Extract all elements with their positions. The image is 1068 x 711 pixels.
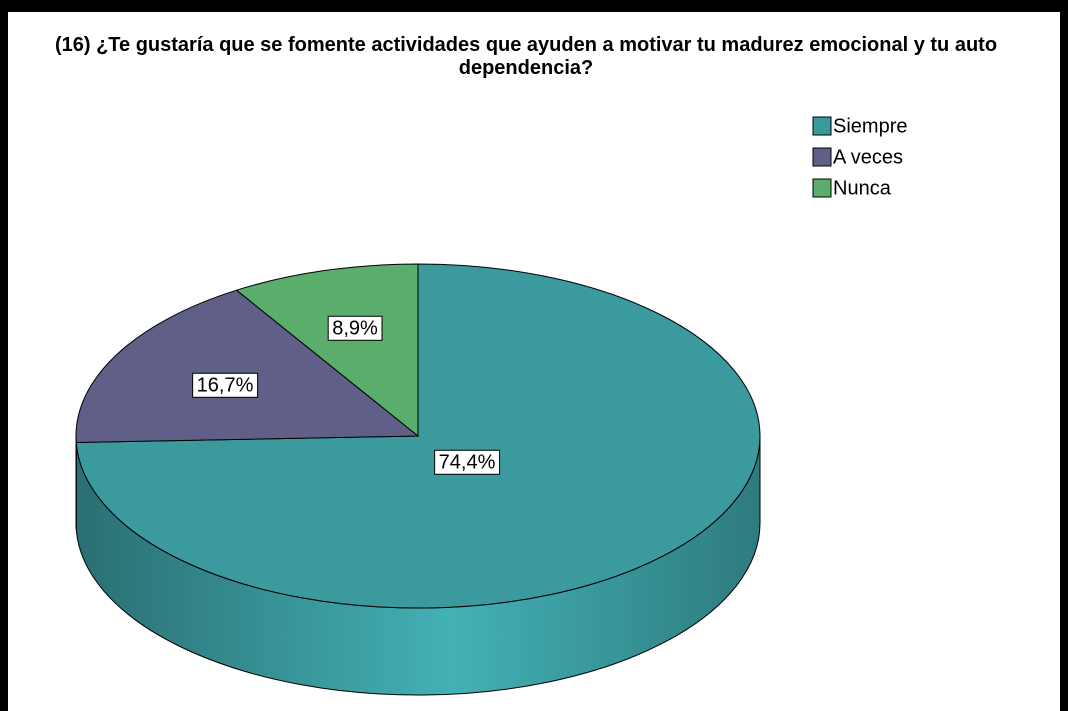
chart: 74,4% 16,7% 8,9% Siempre A veces Nunca (75, 115, 907, 696)
chart-title: (16) ¿Te gustaría que se fomente activid… (54, 34, 998, 79)
value-label: 74,4% (439, 451, 496, 473)
legend-label: Siempre (833, 115, 907, 137)
value-label-box (327, 315, 383, 341)
value-label: 16,7% (197, 374, 254, 396)
slice (235, 263, 419, 438)
chart-frame: 74,4% 16,7% 8,9% Siempre A veces Nunca (8, 12, 1060, 711)
legend-label: A veces (833, 146, 903, 168)
slice (75, 289, 420, 443)
value-label: 8,9% (332, 317, 378, 339)
value-label-box (434, 449, 501, 475)
legend-label: Nunca (833, 177, 892, 199)
legend-swatch (812, 178, 832, 198)
legend-swatch (812, 147, 832, 167)
legend-swatch (812, 116, 832, 136)
value-label-box (192, 372, 259, 398)
